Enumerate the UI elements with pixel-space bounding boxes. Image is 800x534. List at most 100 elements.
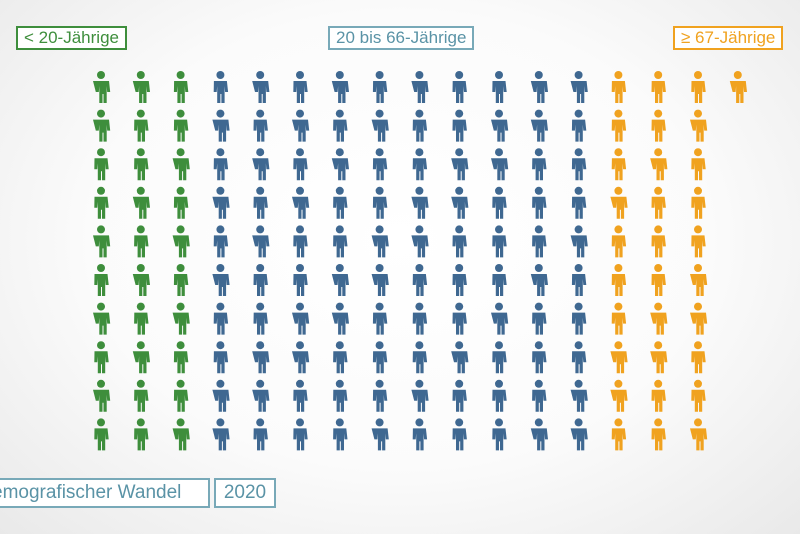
person-icon <box>611 71 627 103</box>
person-icon <box>452 418 467 451</box>
person-icon <box>134 148 149 181</box>
person-icon <box>93 302 111 335</box>
person-icon <box>491 109 509 142</box>
person-icon <box>452 109 467 142</box>
person-icon <box>372 71 388 103</box>
person-icon <box>293 225 308 258</box>
person-icon <box>532 302 547 335</box>
person-icon <box>451 148 469 181</box>
person-icon <box>253 418 268 451</box>
person-icon <box>173 186 189 219</box>
person-icon <box>292 109 310 142</box>
person-icon <box>690 302 708 335</box>
person-icon <box>651 186 666 219</box>
person-icon <box>492 418 507 451</box>
person-icon <box>173 264 189 296</box>
person-icon <box>532 225 547 258</box>
person-icon <box>571 186 587 219</box>
person-icon <box>571 109 587 142</box>
legend-under-20: < 20-Jährige <box>16 26 127 50</box>
person-icon <box>690 418 708 451</box>
person-icon <box>292 341 310 374</box>
person-icon <box>650 148 668 181</box>
person-icon <box>333 225 348 258</box>
person-icon <box>93 225 111 258</box>
person-icon <box>212 379 230 412</box>
legend-67-plus: ≥ 67-Jährige <box>673 26 784 50</box>
caption-title: emografischer Wandel <box>0 478 210 508</box>
person-icon <box>611 302 627 335</box>
person-icon <box>94 341 109 374</box>
caption-title-text: emografischer Wandel <box>0 482 182 503</box>
person-icon <box>691 186 706 219</box>
person-icon <box>611 225 627 258</box>
person-icon <box>371 225 389 258</box>
person-icon <box>492 186 507 219</box>
person-icon <box>691 225 706 258</box>
person-icon <box>570 418 588 451</box>
person-icon <box>452 302 467 335</box>
person-icon <box>371 418 389 451</box>
person-icon <box>372 379 388 412</box>
person-icon <box>333 379 348 412</box>
person-icon <box>213 302 229 335</box>
person-icon <box>213 71 229 103</box>
person-icon <box>371 264 389 296</box>
person-icon <box>172 148 190 181</box>
person-icon <box>651 264 666 296</box>
person-icon <box>293 379 308 412</box>
person-icon <box>690 109 708 142</box>
person-icon <box>691 379 706 412</box>
person-icon <box>212 418 230 451</box>
person-icon <box>253 264 268 296</box>
person-icon <box>452 225 467 258</box>
person-icon <box>729 71 747 103</box>
person-icon <box>293 71 308 103</box>
person-icon <box>252 225 270 258</box>
person-icon <box>253 109 268 142</box>
person-icon <box>491 148 509 181</box>
person-icon <box>132 264 150 296</box>
person-icon <box>94 418 109 451</box>
person-icon <box>253 186 268 219</box>
person-icon <box>650 341 668 374</box>
person-icon <box>252 148 270 181</box>
person-icon <box>252 379 270 412</box>
person-icon <box>651 109 666 142</box>
person-icon <box>571 302 587 335</box>
person-icon <box>252 341 270 374</box>
person-icon <box>452 379 467 412</box>
person-icon <box>371 109 389 142</box>
person-icon <box>293 148 308 181</box>
person-icon <box>94 186 109 219</box>
person-icon <box>252 71 270 103</box>
person-icon <box>372 341 388 374</box>
person-icon <box>492 225 507 258</box>
person-icon <box>451 186 469 219</box>
person-icon <box>651 418 666 451</box>
person-icon <box>691 148 706 181</box>
person-icon <box>94 264 109 296</box>
person-icon <box>212 109 230 142</box>
caption-year: 2020 <box>214 478 276 508</box>
person-icon <box>372 302 388 335</box>
person-icon <box>173 379 189 412</box>
person-icon <box>611 418 627 451</box>
person-icon <box>532 341 547 374</box>
person-icon <box>94 148 109 181</box>
person-icon <box>532 379 547 412</box>
person-icon <box>610 186 628 219</box>
person-icon <box>452 71 467 103</box>
person-icon <box>611 109 627 142</box>
person-icon <box>411 225 429 258</box>
person-icon <box>411 379 429 412</box>
person-icon <box>651 225 666 258</box>
person-icon <box>331 302 349 335</box>
person-icon <box>93 379 111 412</box>
person-icon <box>172 302 190 335</box>
person-icon <box>172 418 190 451</box>
person-icon <box>173 71 189 103</box>
person-icon <box>213 225 229 258</box>
person-icon <box>292 302 310 335</box>
